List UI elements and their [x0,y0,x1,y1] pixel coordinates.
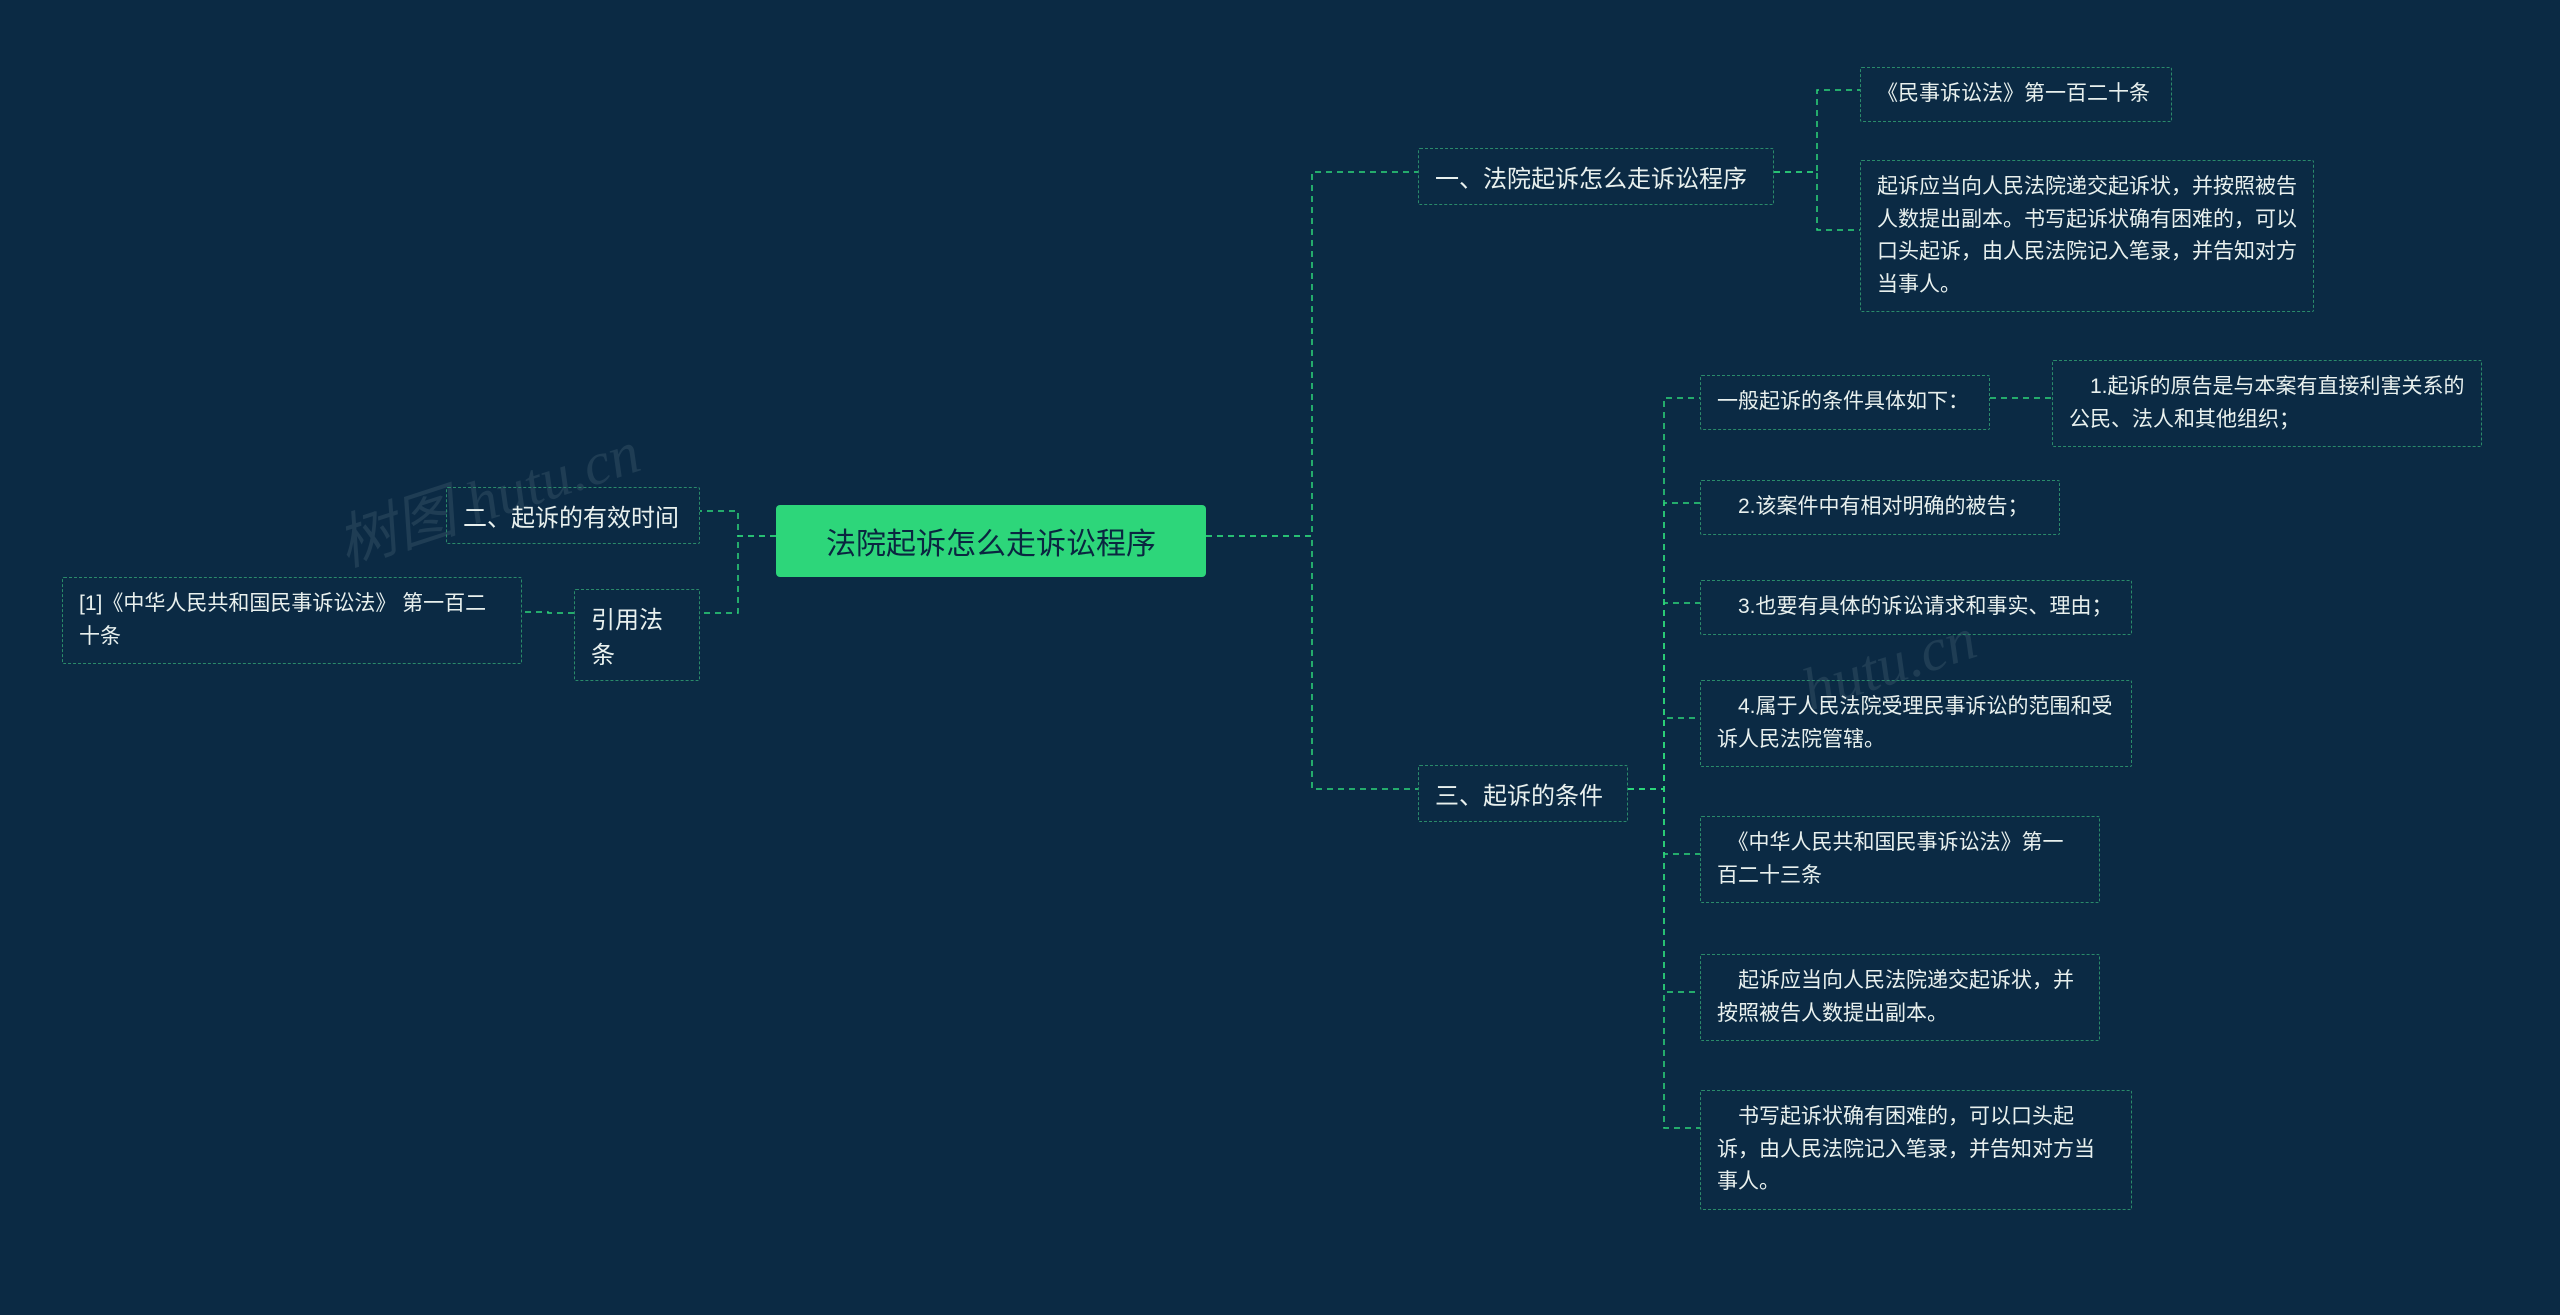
branch-node[interactable]: 引用法条 [574,589,700,681]
leaf-node[interactable]: 《中华人民共和国民事诉讼法》第一百二十三条 [1700,816,2100,903]
leaf-node[interactable]: 起诉应当向人民法院递交起诉状，并按照被告人数提出副本。书写起诉状确有困难的，可以… [1860,160,2314,312]
root-node[interactable]: 法院起诉怎么走诉讼程序 [776,505,1206,577]
leaf-node[interactable]: 1.起诉的原告是与本案有直接利害关系的公民、法人和其他组织； [2052,360,2482,447]
leaf-node[interactable]: 3.也要有具体的诉讼请求和事实、理由； [1700,580,2132,635]
leaf-node[interactable]: [1]《中华人民共和国民事诉讼法》 第一百二十条 [62,577,522,664]
branch-node[interactable]: 一、法院起诉怎么走诉讼程序 [1418,148,1774,205]
mindmap-canvas: 树图 hutu.cnhutu.cn法院起诉怎么走诉讼程序二、起诉的有效时间引用法… [0,0,2560,1315]
leaf-node[interactable]: 《民事诉讼法》第一百二十条 [1860,67,2172,122]
leaf-node[interactable]: 2.该案件中有相对明确的被告； [1700,480,2060,535]
leaf-node[interactable]: 一般起诉的条件具体如下： [1700,375,1990,430]
branch-node[interactable]: 二、起诉的有效时间 [446,487,700,544]
leaf-node[interactable]: 4.属于人民法院受理民事诉讼的范围和受诉人民法院管辖。 [1700,680,2132,767]
leaf-node[interactable]: 起诉应当向人民法院递交起诉状，并按照被告人数提出副本。 [1700,954,2100,1041]
leaf-node[interactable]: 书写起诉状确有困难的，可以口头起诉，由人民法院记入笔录，并告知对方当事人。 [1700,1090,2132,1210]
branch-node[interactable]: 三、起诉的条件 [1418,765,1628,822]
